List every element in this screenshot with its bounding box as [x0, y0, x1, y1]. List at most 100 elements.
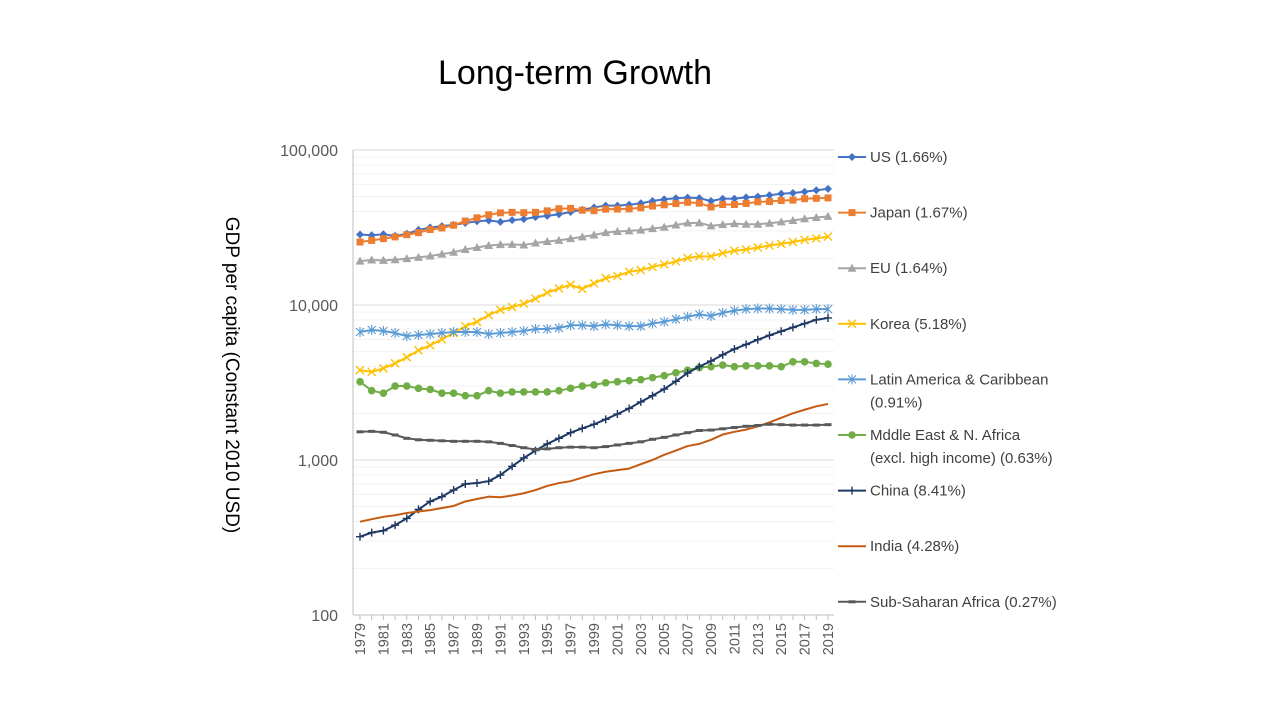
data-point	[789, 196, 797, 204]
legend-label: (excl. high income) (0.63%)	[870, 450, 1053, 467]
data-point	[367, 255, 377, 264]
data-point	[578, 206, 586, 214]
data-point	[415, 229, 422, 237]
data-point	[379, 235, 387, 243]
data-point	[660, 201, 668, 209]
data-point	[367, 386, 376, 395]
data-point	[437, 334, 447, 344]
data-point	[823, 304, 833, 315]
data-point	[625, 205, 633, 213]
data-point	[718, 307, 728, 318]
data-point	[461, 217, 469, 225]
data-point	[460, 326, 470, 337]
data-point	[718, 350, 727, 359]
data-point	[356, 377, 364, 386]
data-point	[450, 439, 458, 443]
data-point	[765, 191, 774, 200]
series-line	[359, 402, 829, 523]
data-point	[718, 248, 728, 258]
data-point	[356, 532, 364, 541]
data-point	[554, 323, 564, 334]
data-point	[742, 340, 751, 349]
data-point	[484, 328, 494, 339]
legend-label: US (1.66%)	[870, 149, 948, 166]
legend-label: China (8.41%)	[870, 483, 966, 500]
data-point	[811, 233, 821, 243]
data-point	[800, 304, 809, 315]
data-point	[449, 326, 458, 337]
data-point	[601, 273, 611, 283]
data-point	[800, 358, 809, 366]
data-point	[356, 230, 364, 239]
data-point	[683, 369, 692, 378]
data-point	[496, 471, 505, 480]
data-point	[659, 222, 669, 231]
data-point	[450, 221, 458, 229]
legend-label: India (4.28%)	[870, 538, 959, 555]
data-point	[577, 320, 587, 331]
data-point	[754, 423, 762, 427]
data-point	[379, 325, 388, 336]
legend-item: EU (1.64%)	[838, 260, 948, 277]
data-point	[531, 294, 540, 304]
data-point	[543, 439, 552, 448]
data-point	[613, 205, 621, 213]
data-point	[438, 389, 446, 397]
data-point	[742, 362, 750, 370]
data-point	[367, 528, 376, 537]
data-point	[694, 218, 704, 227]
axes: 100 1,000 10,000 100,000 1979 1981 1983 1985 198…	[280, 143, 837, 655]
data-point	[601, 228, 611, 237]
data-point	[437, 249, 447, 258]
data-point	[403, 382, 411, 390]
data-point	[776, 304, 786, 315]
data-point	[659, 259, 669, 269]
data-point	[495, 240, 505, 249]
data-point	[742, 193, 751, 202]
data-point	[765, 362, 774, 370]
legend-item: Latin America & Caribbean (0.91%)	[838, 371, 1048, 411]
y-tick-label: 1,000	[298, 453, 338, 470]
data-point	[672, 200, 680, 208]
data-point	[508, 444, 516, 448]
series-6	[356, 313, 832, 541]
data-point	[823, 232, 833, 242]
data-point	[403, 436, 411, 440]
data-point	[741, 219, 751, 228]
data-point	[378, 255, 388, 264]
data-point	[824, 360, 832, 369]
data-point	[356, 238, 364, 246]
data-point	[613, 443, 621, 447]
data-point	[390, 358, 400, 368]
data-point	[356, 430, 364, 434]
data-point	[554, 210, 563, 219]
data-point	[519, 240, 529, 249]
data-point	[460, 245, 470, 254]
data-point	[811, 212, 821, 221]
series-group	[355, 184, 833, 541]
data-point	[379, 526, 388, 535]
data-point	[355, 365, 365, 375]
data-point	[555, 386, 563, 395]
data-point	[765, 241, 774, 251]
legend-label: Latin America & Caribbean	[870, 371, 1048, 388]
x-tick-label: 1987	[447, 623, 463, 655]
data-point	[788, 237, 798, 247]
data-point	[742, 424, 750, 428]
data-point	[555, 446, 563, 450]
legend-item: Japan (1.67%)	[838, 205, 968, 222]
data-point	[707, 203, 715, 211]
data-point	[742, 199, 750, 207]
data-point	[554, 434, 563, 443]
data-point	[566, 320, 575, 331]
legend-item: Mddle East & N. Africa (excl. high income…	[838, 427, 1053, 467]
data-point	[800, 187, 809, 196]
data-point	[520, 209, 528, 217]
legend-item: Korea (5.18%)	[838, 316, 967, 333]
data-point	[613, 410, 622, 419]
data-point	[694, 309, 704, 320]
data-point	[484, 241, 494, 250]
data-point	[671, 256, 681, 266]
data-point	[800, 319, 809, 328]
data-point	[567, 204, 575, 212]
